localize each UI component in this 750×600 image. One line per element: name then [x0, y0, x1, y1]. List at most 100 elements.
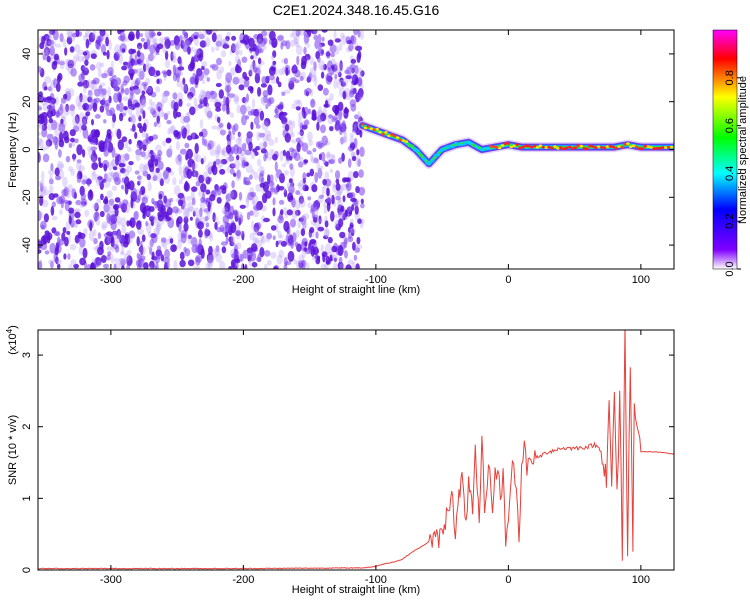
noise-blob: [186, 102, 192, 108]
noise-blob: [225, 156, 232, 163]
noise-blob: [128, 236, 133, 244]
signal-hotspot: [436, 153, 441, 157]
noise-blob: [68, 215, 72, 225]
noise-blob: [204, 37, 211, 48]
noise-blob: [352, 261, 356, 269]
noise-blob: [169, 238, 174, 244]
noise-blob: [322, 178, 327, 186]
noise-blob: [82, 34, 88, 42]
noise-blob: [350, 81, 355, 91]
noise-blob: [285, 67, 289, 76]
noise-blob: [253, 171, 259, 180]
noise-blob: [251, 194, 259, 206]
signal-hotspot: [404, 140, 409, 143]
noise-blob: [176, 72, 180, 83]
noise-blob: [325, 255, 330, 265]
noise-blob: [132, 69, 139, 74]
noise-blob: [55, 82, 61, 92]
noise-blob: [60, 97, 67, 104]
noise-blob: [264, 250, 271, 257]
noise-blob: [305, 87, 312, 95]
noise-blob: [325, 50, 331, 59]
noise-blob: [83, 228, 88, 236]
noise-blob: [342, 78, 349, 87]
noise-blob: [277, 230, 282, 239]
noise-blob: [219, 224, 225, 233]
noise-blob: [187, 234, 192, 240]
noise-blob: [159, 37, 165, 45]
noise-blob: [329, 254, 333, 262]
noise-blob: [320, 263, 327, 269]
noise-blob: [291, 139, 298, 144]
colorbar-gradient: [712, 29, 738, 270]
noise-blob: [187, 259, 195, 267]
signal-hotspot: [626, 142, 630, 145]
noise-blob: [91, 171, 96, 181]
noise-blob: [216, 69, 222, 80]
signal-hotspot: [585, 147, 589, 151]
noise-blob: [343, 238, 348, 249]
noise-blob: [235, 230, 242, 237]
noise-blob: [130, 73, 134, 81]
noise-blob: [255, 204, 260, 212]
x-tick-label: 100: [632, 574, 650, 586]
noise-blob: [259, 110, 265, 121]
noise-blob: [338, 218, 344, 228]
noise-blob: [41, 199, 49, 208]
noise-blob: [120, 83, 124, 93]
noise-blob: [257, 86, 262, 97]
noise-blob: [358, 186, 366, 196]
signal-hotspot: [407, 144, 412, 147]
noise-blob: [354, 205, 359, 215]
signal-hotspot: [515, 143, 519, 146]
noise-blob: [200, 94, 205, 100]
signal-hotspot: [608, 145, 613, 148]
noise-blob: [285, 40, 291, 50]
noise-blob: [256, 231, 264, 236]
noise-blob: [299, 75, 304, 82]
noise-blob: [219, 66, 225, 74]
noise-blob: [201, 61, 208, 68]
noise-blob: [51, 201, 57, 208]
noise-blob: [135, 149, 142, 156]
noise-blob: [298, 161, 304, 168]
noise-blob: [150, 53, 156, 60]
noise-blob: [98, 160, 102, 168]
noise-blob: [127, 105, 133, 116]
noise-blob: [38, 131, 41, 137]
noise-blob: [172, 92, 178, 100]
noise-blob: [122, 96, 130, 102]
noise-blob: [282, 207, 288, 216]
noise-blob: [313, 214, 319, 220]
noise-blob: [345, 36, 351, 44]
noise-blob: [157, 214, 165, 222]
noise-blob: [50, 205, 55, 216]
noise-blob: [120, 184, 125, 190]
noise-blob: [38, 249, 42, 254]
noise-blob: [106, 254, 111, 261]
noise-blob: [304, 30, 311, 33]
noise-blob: [299, 129, 304, 136]
noise-blob: [280, 114, 287, 122]
noise-blob: [328, 153, 336, 158]
noise-blob: [228, 190, 234, 199]
noise-blob: [324, 100, 329, 108]
noise-blob: [225, 236, 229, 244]
noise-blob: [48, 259, 55, 265]
y-tick-label: 1: [21, 495, 33, 501]
noise-blob: [176, 111, 182, 118]
noise-blob: [139, 84, 143, 92]
noise-blob: [327, 159, 335, 164]
noise-blob: [56, 74, 61, 84]
noise-blob: [330, 52, 335, 58]
noise-blob: [114, 207, 119, 217]
noise-blob: [73, 44, 81, 53]
noise-blob: [352, 121, 360, 132]
noise-blob: [317, 106, 323, 116]
noise-blob: [334, 170, 341, 180]
noise-blob: [139, 94, 146, 106]
noise-blob: [112, 243, 119, 250]
noise-blob: [139, 189, 145, 196]
noise-blob: [184, 207, 190, 219]
noise-blob: [48, 244, 56, 248]
